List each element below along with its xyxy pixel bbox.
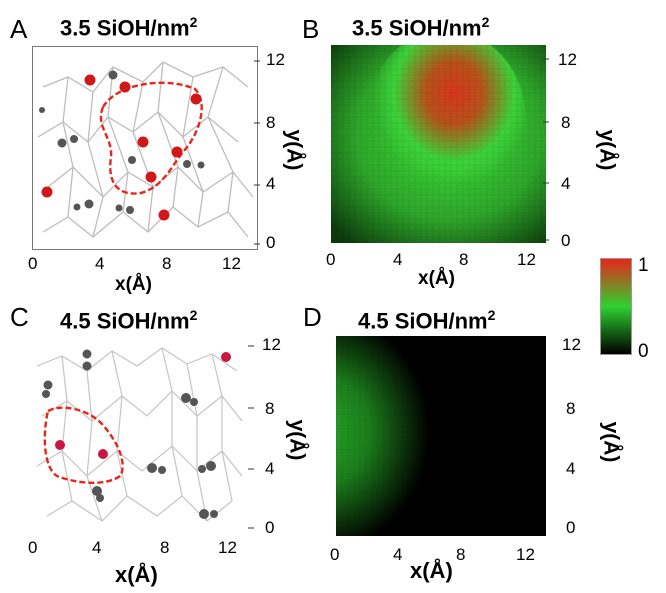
panel-b-xlabel: x(Å) xyxy=(418,268,455,289)
panel-b-yaxis-ticks xyxy=(543,58,549,241)
panel-b-title: 3.5 SiOH/nm2 xyxy=(352,14,490,41)
colorbar xyxy=(600,258,632,355)
panel-d-ytick: 8 xyxy=(566,399,576,418)
panel-a-ylabel: y(Å) xyxy=(282,129,306,171)
panel-a-xtick: 4 xyxy=(95,254,105,273)
panel-d-xtick: 12 xyxy=(516,545,535,564)
panel-d-ylabel: y(Å) xyxy=(599,421,623,463)
panel-c-ytick: 12 xyxy=(262,335,281,354)
panel-c-xtick: 4 xyxy=(92,538,102,557)
panel-b-ytick: 12 xyxy=(558,50,577,69)
panel-b-xtick: 4 xyxy=(393,250,403,269)
panel-a-yaxis-ticks xyxy=(254,60,260,245)
panel-a-title: 3.5 SiOH/nm2 xyxy=(60,14,198,41)
panel-d-xtick: 8 xyxy=(456,545,466,564)
panel-b-heatmap-canvas xyxy=(331,45,546,243)
panel-d-title: 4.5 SiOH/nm2 xyxy=(358,307,496,334)
colorbar-min-label: 0 xyxy=(638,341,649,362)
panel-c-ytick: 8 xyxy=(265,399,275,418)
panel-letter-b: B xyxy=(302,14,320,44)
panel-d-ytick: 4 xyxy=(566,459,576,478)
panel-c-ytick: 0 xyxy=(265,518,275,537)
panel-a-ytick: 8 xyxy=(266,113,276,132)
panel-a-ytick: 0 xyxy=(266,233,276,252)
panel-c-title: 4.5 SiOH/nm2 xyxy=(60,307,198,334)
panel-c-yaxis-ticks xyxy=(248,345,254,529)
panel-b-ytick: 4 xyxy=(561,174,571,193)
panel-b-xtick: 12 xyxy=(517,250,536,269)
panel-letter-c: C xyxy=(10,302,29,332)
panel-b-ytick: 0 xyxy=(561,231,571,250)
panel-c-xtick: 0 xyxy=(28,538,38,557)
panel-a-dashed-region xyxy=(99,81,203,195)
panel-b-xtick: 8 xyxy=(459,250,469,269)
panel-c-dashed-region xyxy=(43,406,124,484)
panel-d-ytick: 0 xyxy=(566,518,576,537)
panel-c-ylabel: y(Å) xyxy=(285,419,309,461)
panel-c-ytick: 4 xyxy=(265,459,275,478)
panel-d-heatmap xyxy=(336,336,546,536)
panel-a-snapshot xyxy=(32,46,258,250)
panel-d-heatmap-canvas xyxy=(336,336,546,536)
panel-b-xtick: 0 xyxy=(326,250,336,269)
panel-c-xlabel: x(Å) xyxy=(115,562,158,587)
panel-a-atoms xyxy=(39,70,205,221)
panel-a-ytick: 12 xyxy=(266,50,285,69)
panel-d-xlabel: x(Å) xyxy=(410,558,453,583)
panel-c-xtick: 12 xyxy=(218,538,237,557)
panel-b-ylabel: y(Å) xyxy=(595,129,619,171)
panel-letter-a: A xyxy=(10,14,28,44)
panel-d-ytick: 12 xyxy=(562,335,581,354)
panel-c-snapshot xyxy=(32,336,244,532)
panel-c-structure xyxy=(36,347,243,522)
panel-c-xtick: 8 xyxy=(160,538,170,557)
panel-a-xtick: 8 xyxy=(162,254,172,273)
panel-a-structure xyxy=(37,61,254,238)
panel-b-heatmap xyxy=(331,45,546,243)
panel-a-xtick: 12 xyxy=(222,254,241,273)
panel-d-xtick: 0 xyxy=(330,545,340,564)
panel-a-xlabel: x(Å) xyxy=(115,274,152,295)
colorbar-max-label: 1 xyxy=(638,255,649,276)
panel-a-ytick: 4 xyxy=(266,174,276,193)
panel-c-atoms xyxy=(42,349,231,519)
panel-d-xtick: 4 xyxy=(393,545,403,564)
panel-b-ytick: 8 xyxy=(561,113,571,132)
panel-letter-d: D xyxy=(303,302,322,332)
panel-a-xtick: 0 xyxy=(28,254,38,273)
